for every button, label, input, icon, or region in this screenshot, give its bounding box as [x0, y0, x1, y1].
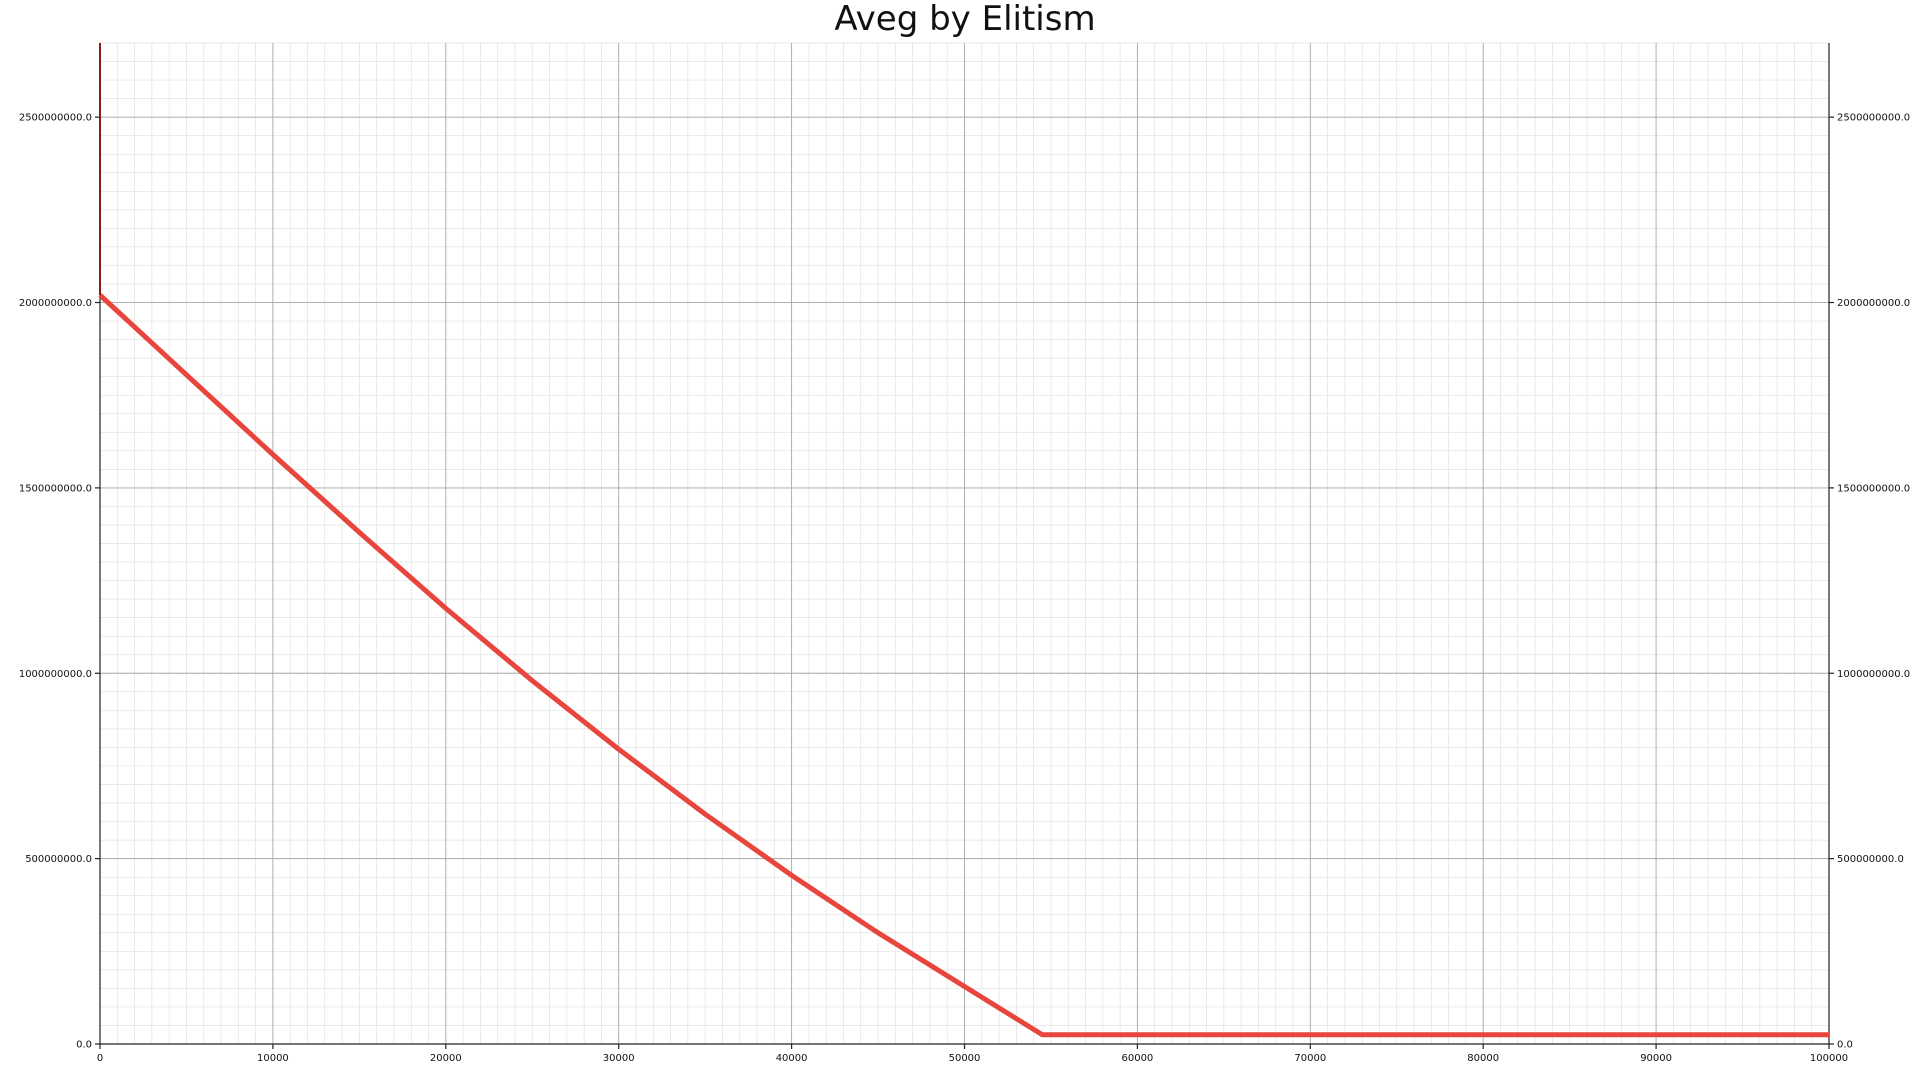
- y-tick-label-right: 1500000000.0: [1837, 483, 1910, 494]
- y-tick-label-left: 1000000000.0: [19, 669, 92, 680]
- x-axis-ticks: 0 10000 20000 30000 40000 50000 60000 70000 8000…: [97, 1044, 1848, 1064]
- x-tick-label: 0: [97, 1053, 103, 1064]
- y-tick-label-right: 1000000000.0: [1837, 669, 1910, 680]
- x-tick-label: 10000: [257, 1053, 289, 1064]
- major-gridlines: [99, 43, 1830, 1045]
- x-tick-label: 90000: [1640, 1053, 1672, 1064]
- series-group: [98, 43, 1829, 1038]
- y-tick-label-right: 0.0: [1837, 1040, 1853, 1051]
- x-tick-label: 30000: [603, 1053, 635, 1064]
- y-tick-label-left: 1500000000.0: [19, 483, 92, 494]
- y-tick-label-left: 0.0: [76, 1040, 92, 1051]
- x-tick-label: 40000: [776, 1053, 808, 1064]
- x-tick-label: 100000: [1810, 1053, 1848, 1064]
- chart-title: Aveg by Elitism: [834, 0, 1095, 39]
- x-tick-label: 80000: [1467, 1053, 1499, 1064]
- y-axis-ticks-left: 0.0 500000000.0 1000000000.0 1500000000.0 20…: [19, 113, 100, 1051]
- x-tick-label: 50000: [949, 1053, 981, 1064]
- x-tick-label: 70000: [1294, 1053, 1326, 1064]
- y-tick-label-right: 500000000.0: [1837, 854, 1904, 865]
- y-tick-label-left: 500000000.0: [25, 854, 92, 865]
- y-tick-label-left: 2500000000.0: [19, 113, 92, 124]
- y-tick-label-right: 2000000000.0: [1837, 298, 1910, 309]
- y-axis-ticks-right: 0.0 500000000.0 1000000000.0 1500000000.0 20…: [1829, 113, 1910, 1051]
- y-tick-label-left: 2000000000.0: [19, 298, 92, 309]
- series-line-1: [98, 293, 1829, 1038]
- y-tick-label-right: 2500000000.0: [1837, 113, 1910, 124]
- x-tick-label: 20000: [430, 1053, 462, 1064]
- x-tick-label: 60000: [1121, 1053, 1153, 1064]
